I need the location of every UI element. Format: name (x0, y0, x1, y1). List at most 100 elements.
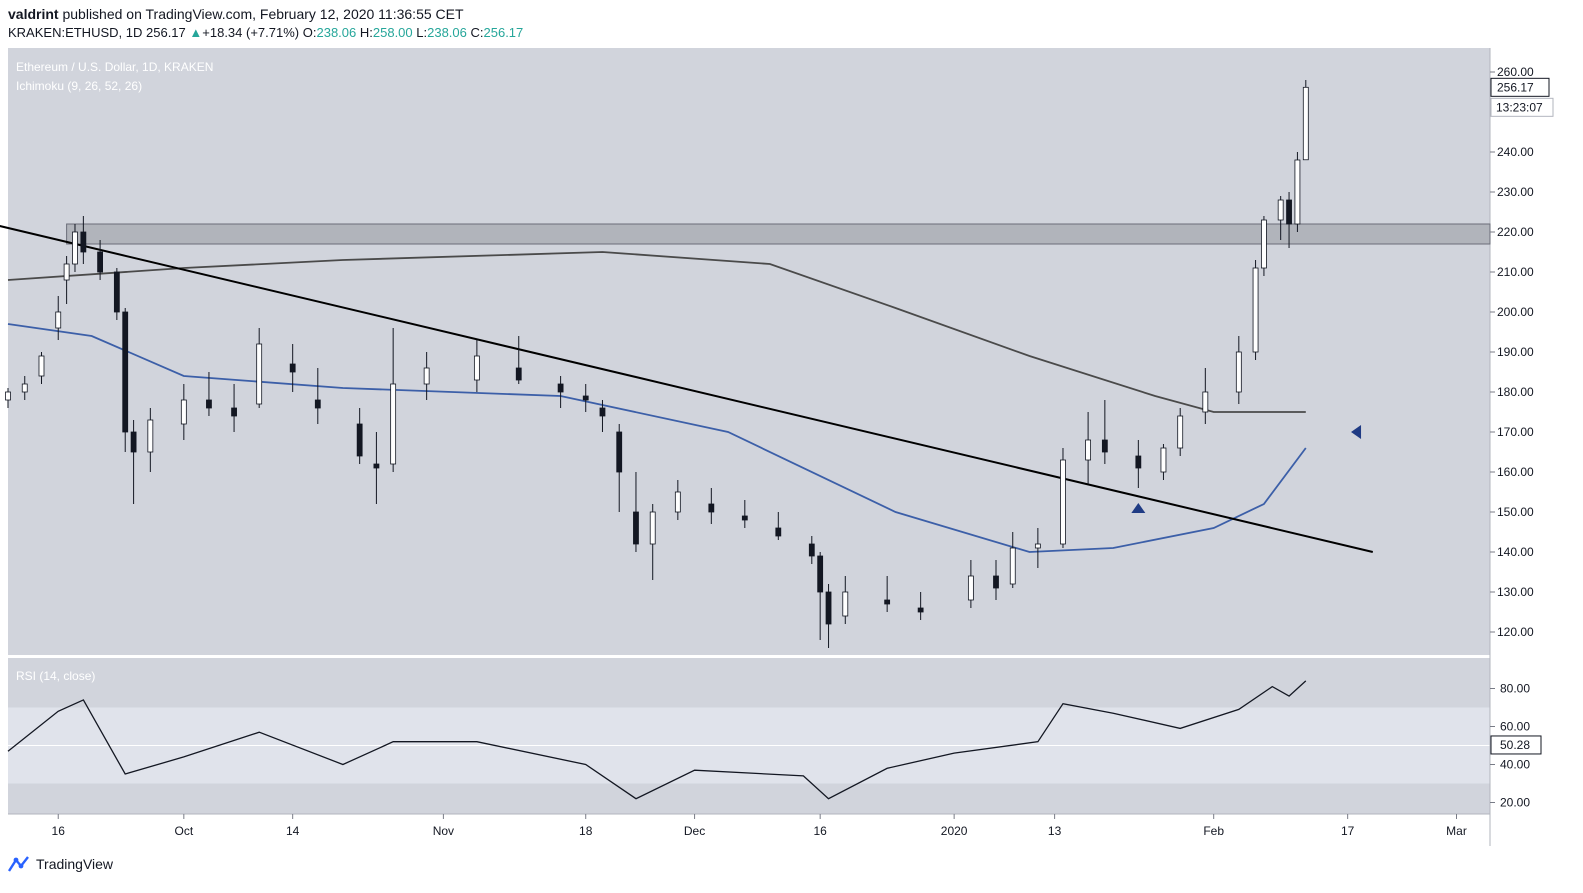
candle[interactable] (825, 584, 832, 648)
footer: TradingView (8, 855, 113, 873)
candle[interactable] (917, 592, 924, 620)
candle[interactable] (1302, 80, 1309, 161)
price-pane[interactable] (8, 48, 1490, 656)
candle[interactable] (884, 576, 891, 612)
candle[interactable] (1160, 444, 1167, 480)
price-axis-tick: 140.00 (1497, 545, 1534, 559)
price-axis-tick: 160.00 (1497, 465, 1534, 479)
candle[interactable] (1101, 400, 1108, 464)
time-axis-tick: 17 (1341, 824, 1355, 838)
candle[interactable] (741, 500, 748, 528)
candle[interactable] (649, 504, 656, 580)
candle[interactable] (256, 328, 263, 408)
low-label: L: (416, 25, 428, 40)
price-axis-tick: 180.00 (1497, 385, 1534, 399)
change-up-icon: ▲ (189, 25, 203, 40)
change-value: +18.34 (+7.71%) (202, 25, 300, 40)
candle[interactable] (1286, 192, 1292, 248)
candle[interactable] (993, 560, 999, 600)
candle[interactable] (1277, 196, 1284, 240)
candle[interactable] (55, 296, 62, 340)
time-axis-tick: 16 (813, 824, 827, 838)
candle[interactable] (97, 240, 104, 280)
candle[interactable] (206, 372, 212, 416)
candle[interactable] (130, 420, 137, 504)
high-label: H: (359, 25, 373, 40)
author-name[interactable]: valdrint (8, 6, 59, 22)
candle[interactable] (1177, 408, 1184, 456)
candle[interactable] (314, 368, 321, 424)
countdown-label: 13:23:07 (1496, 100, 1543, 114)
candle[interactable] (1252, 260, 1259, 360)
candle[interactable] (1235, 336, 1242, 404)
candle[interactable] (708, 488, 715, 524)
candle[interactable] (633, 472, 639, 552)
candle[interactable] (1135, 440, 1142, 488)
candle[interactable] (21, 376, 28, 400)
price-axis-tick: 210.00 (1497, 265, 1534, 279)
descending-trendline[interactable] (0, 224, 1374, 553)
publish-text: published on TradingView.com, February 1… (62, 6, 464, 22)
open-value: 238.06 (316, 25, 357, 40)
price-axis-tick: 260.00 (1497, 65, 1534, 79)
candle[interactable] (842, 576, 849, 624)
candle[interactable] (582, 384, 589, 412)
candle[interactable] (1294, 152, 1301, 232)
candle[interactable] (390, 328, 397, 472)
candle[interactable] (180, 384, 187, 440)
tradingview-logo-icon[interactable] (8, 855, 30, 873)
candle[interactable] (808, 536, 815, 564)
candle[interactable] (616, 424, 623, 512)
open-label: O: (302, 25, 317, 40)
price-axis-tick: 120.00 (1497, 625, 1534, 639)
resistance-zone[interactable] (66, 223, 1491, 245)
price-chart[interactable]: 260.00 240.00 230.00 220.00 210.00 200.00 190.… (0, 48, 1583, 848)
high-value: 258.00 (372, 25, 413, 40)
low-value: 238.06 (427, 25, 467, 40)
rsi-axis-tick: 60.00 (1500, 720, 1530, 734)
candle[interactable] (113, 268, 120, 320)
candle[interactable] (1060, 448, 1066, 548)
candle[interactable] (1085, 412, 1092, 484)
time-axis-tick: Feb (1203, 824, 1224, 838)
candle[interactable] (231, 384, 237, 432)
candle[interactable] (147, 408, 154, 472)
price-axis-tick: 230.00 (1497, 185, 1534, 199)
candle[interactable] (674, 480, 681, 520)
price-axis-tick: 150.00 (1497, 505, 1534, 519)
time-axis-tick: 13 (1048, 824, 1062, 838)
candle[interactable] (557, 376, 564, 408)
footer-brand[interactable]: TradingView (36, 856, 114, 872)
candle[interactable] (817, 552, 824, 640)
candle[interactable] (967, 560, 974, 608)
rsi-line[interactable] (7, 680, 1307, 800)
blue-average-line[interactable] (7, 323, 1307, 553)
time-axis-tick: 18 (579, 824, 593, 838)
gray-average-line[interactable] (7, 251, 1306, 413)
candle[interactable] (289, 344, 296, 392)
chart-title: Ethereum / U.S. Dollar, 1D, KRAKEN (16, 60, 213, 74)
price-axis-tick: 240.00 (1497, 145, 1534, 159)
candle[interactable] (599, 400, 606, 432)
candle[interactable] (122, 308, 129, 452)
candle[interactable] (72, 224, 78, 272)
candle[interactable] (1202, 368, 1209, 424)
candle[interactable] (515, 336, 522, 384)
up-triangle-marker-icon[interactable] (1131, 503, 1146, 513)
time-axis-tick: 14 (286, 824, 300, 838)
left-triangle-marker-icon[interactable] (1351, 425, 1362, 439)
candle[interactable] (473, 340, 480, 392)
candle[interactable] (1034, 528, 1041, 568)
candle[interactable] (63, 256, 70, 304)
candle[interactable] (1261, 216, 1267, 276)
indicator-label: Ichimoku (9, 26, 52, 26) (16, 79, 142, 93)
candle[interactable] (423, 352, 430, 400)
candle[interactable] (1009, 532, 1016, 588)
candle[interactable] (38, 352, 45, 384)
publish-info: valdrint published on TradingView.com, F… (8, 6, 464, 22)
candle[interactable] (5, 388, 11, 408)
candle[interactable] (80, 216, 87, 264)
candle[interactable] (356, 408, 363, 464)
candle[interactable] (775, 512, 782, 540)
candle[interactable] (373, 432, 380, 504)
